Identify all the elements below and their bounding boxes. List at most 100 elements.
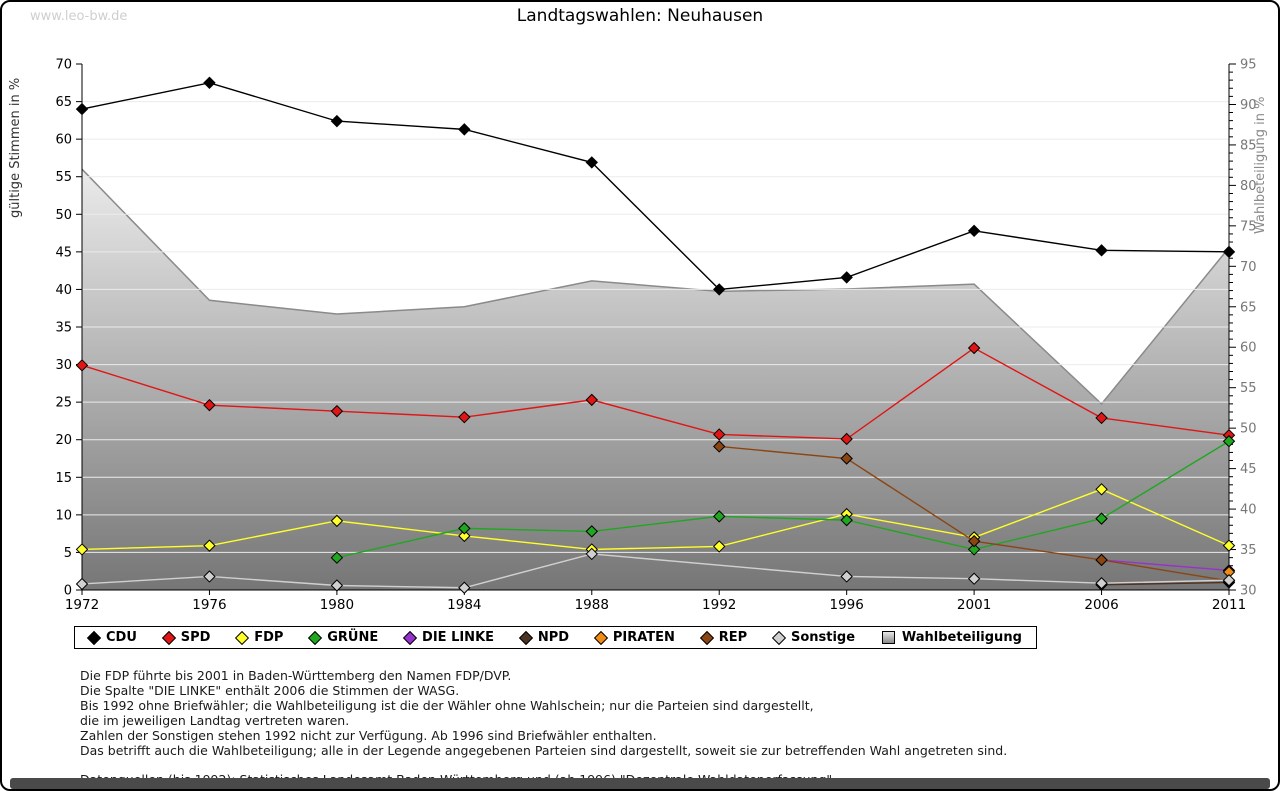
right-axis-tick-label: 85 xyxy=(1240,138,1257,153)
legend-item-sonstige: Sonstige xyxy=(771,630,855,645)
legend-item-npd: NPD xyxy=(518,630,569,645)
marker-rep xyxy=(840,452,853,465)
footnote-line: Die Spalte "DIE LINKE" enthält 2006 die … xyxy=(80,683,460,698)
right-axis-tick-label: 35 xyxy=(1240,543,1257,558)
marker-grüne xyxy=(713,510,726,523)
left-axis-tick-label: 10 xyxy=(55,508,72,523)
x-axis-tick-label: 1972 xyxy=(65,597,99,613)
footnote-line: Bis 1992 ohne Briefwähler; die Wahlbetei… xyxy=(80,698,814,713)
marker-sonstige xyxy=(330,579,344,592)
marker-grüne xyxy=(330,551,344,564)
right-axis-tick-label: 45 xyxy=(1240,462,1257,477)
right-axis-tick-label: 75 xyxy=(1240,219,1257,234)
right-axis-tick-label: 70 xyxy=(1240,260,1257,275)
marker-spd xyxy=(840,432,853,446)
area-edge-wahlbeteiligung xyxy=(81,168,1230,405)
line-spd xyxy=(81,347,1230,440)
marker-fdp xyxy=(1095,483,1108,496)
legend-label: FDP xyxy=(254,630,284,645)
legend-item-die-linke: DIE LINKE xyxy=(402,630,495,645)
marker-fdp xyxy=(458,529,471,543)
chart-legend: CDU SPD FDP GRÜNE DIE LINKE NPD PIRATEN REP Sons… xyxy=(74,626,1037,649)
marker-sonstige xyxy=(75,577,89,591)
marker-grüne xyxy=(458,522,471,535)
marker-sonstige xyxy=(1095,577,1108,590)
right-axis-tick-label: 80 xyxy=(1240,179,1257,194)
line-npd xyxy=(1101,581,1230,586)
legend-diamond-sonstige xyxy=(771,630,787,645)
marker-rep xyxy=(713,440,726,453)
marker-spd xyxy=(713,428,726,441)
marker-fdp xyxy=(203,539,216,552)
legend-diamond-piraten xyxy=(593,630,608,645)
marker-sonstige xyxy=(967,572,981,585)
x-axis-tick-label: 1984 xyxy=(447,597,481,613)
legend-label: REP xyxy=(718,630,748,645)
page-title: Landtagswahlen: Neuhausen xyxy=(516,6,764,26)
legend-label: SPD xyxy=(180,630,211,645)
marker-spd xyxy=(330,404,344,418)
marker-sonstige xyxy=(840,570,853,583)
legend-item-fdp: FDP xyxy=(235,630,284,645)
legend-label: DIE LINKE xyxy=(422,630,495,645)
marker-fdp xyxy=(1222,539,1236,552)
legend-label: GRÜNE xyxy=(327,630,379,645)
window-bottom-bar xyxy=(10,778,1270,789)
legend-diamond-fdp xyxy=(235,630,250,645)
legend-label: PIRATEN xyxy=(612,630,675,645)
footnote-line: Zahlen der Sonstigen stehen 1992 nicht z… xyxy=(80,728,657,743)
footnote-line: Das betrifft auch die Wahlbeteiligung; a… xyxy=(80,743,1008,758)
right-axis-tick-label: 65 xyxy=(1240,300,1257,315)
right-axis-title: Wahlbeteiligung in % xyxy=(1253,97,1268,234)
legend-diamond-die-linke xyxy=(402,630,418,645)
legend-item-piraten: PIRATEN xyxy=(593,630,675,645)
marker-spd xyxy=(585,393,598,407)
line-grüne xyxy=(336,440,1230,559)
line-cdu xyxy=(81,82,1230,291)
legend-diamond-cdu xyxy=(86,630,102,645)
left-axis-tick-label: 55 xyxy=(55,170,72,185)
right-axis-tick-label: 55 xyxy=(1240,381,1257,396)
legend-diamond-spd xyxy=(161,630,176,645)
left-axis-tick-label: 70 xyxy=(55,58,72,73)
marker-grüne xyxy=(1095,512,1108,525)
marker-cdu xyxy=(967,224,981,238)
marker-spd xyxy=(458,410,471,424)
right-axis-tick-label: 60 xyxy=(1240,341,1257,356)
marker-rep xyxy=(967,534,981,548)
x-axis-tick-label: 1980 xyxy=(320,597,354,613)
marker-sonstige xyxy=(585,547,598,561)
legend-diamond-rep xyxy=(699,630,714,645)
legend-item-rep: REP xyxy=(699,630,748,645)
x-axis-tick-label: 1976 xyxy=(192,597,226,613)
right-axis-tick-label: 50 xyxy=(1240,422,1257,437)
marker-cdu xyxy=(330,114,344,128)
legend-item-spd: SPD xyxy=(161,630,211,645)
left-axis-tick-label: 30 xyxy=(55,358,72,373)
footnote-line: Die FDP führte bis 2001 in Baden-Württem… xyxy=(80,668,512,683)
right-axis-tick-label: 95 xyxy=(1240,58,1257,73)
x-axis-tick-label: 2011 xyxy=(1212,597,1246,613)
marker-cdu xyxy=(1222,245,1236,259)
left-axis-tick-label: 40 xyxy=(55,283,72,298)
marker-fdp xyxy=(330,514,344,528)
marker-grüne xyxy=(1222,435,1236,448)
watermark: www.leo-bw.de xyxy=(30,9,128,24)
x-axis-tick-label: 1996 xyxy=(829,597,863,613)
marker-rep xyxy=(1095,553,1108,567)
x-axis-tick-label: 2001 xyxy=(957,597,991,613)
legend-item-grüne: GRÜNE xyxy=(308,630,379,645)
marker-sonstige xyxy=(203,570,216,583)
left-axis-tick-label: 35 xyxy=(55,321,72,336)
left-axis-tick-label: 45 xyxy=(55,245,72,260)
left-axis-tick-label: 50 xyxy=(55,208,72,223)
marker-sonstige xyxy=(458,581,471,594)
x-axis-tick-label: 1988 xyxy=(575,597,609,613)
marker-cdu xyxy=(585,156,598,169)
marker-grüne xyxy=(967,543,981,556)
marker-spd xyxy=(967,341,981,355)
marker-spd xyxy=(1095,411,1108,425)
right-axis-tick-label: 30 xyxy=(1240,584,1257,599)
legend-diamond-npd xyxy=(518,630,533,645)
